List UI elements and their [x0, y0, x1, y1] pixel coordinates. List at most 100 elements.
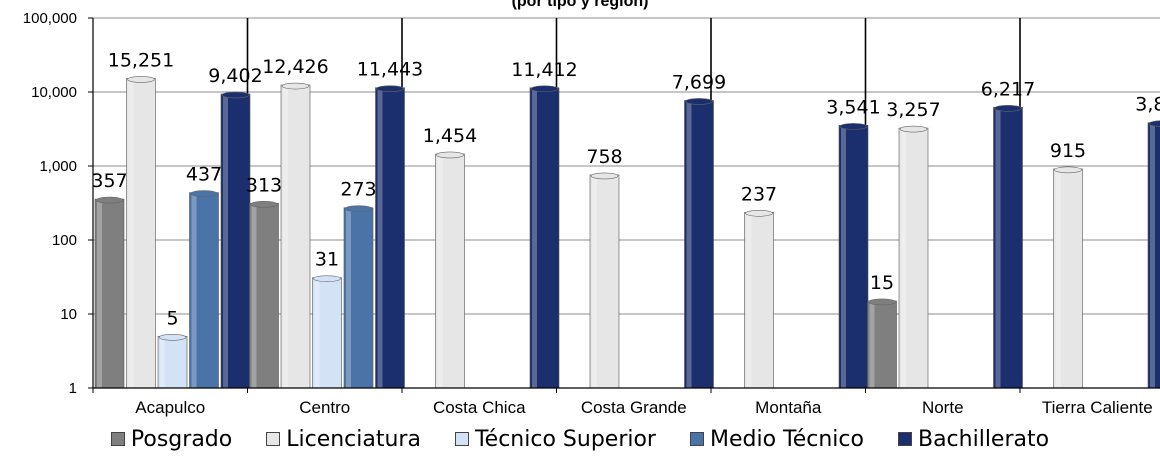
data-label: 6,217: [981, 78, 1035, 100]
x-tick-label: Acapulco: [135, 398, 205, 417]
bar-medio-tecnico: [189, 192, 219, 389]
x-tick-label: Costa Chica: [433, 398, 526, 417]
bar-top: [685, 98, 713, 105]
data-label: 12,426: [262, 56, 328, 78]
data-label: 1,454: [423, 125, 477, 147]
chart-title: (por tipo y región): [511, 0, 649, 10]
legend-swatch: [266, 432, 281, 446]
x-tick-label: Centro: [299, 398, 350, 417]
y-tick-label: 100: [52, 232, 77, 249]
legend-swatch: [689, 432, 704, 446]
bar-highlight: [995, 107, 1001, 388]
x-tick-label: Montaña: [755, 398, 822, 417]
legend-item-licenciatura: Licenciatura: [266, 427, 421, 452]
data-label: 273: [340, 179, 376, 201]
bar-highlight: [532, 87, 537, 389]
y-tick-label: 10: [60, 306, 77, 323]
bar-licenciatura: [126, 78, 156, 389]
bar-highlight: [746, 212, 752, 388]
data-label: 11,412: [511, 59, 577, 81]
bar-posgrado: [94, 198, 125, 389]
bar-top: [839, 123, 868, 130]
legend-item-posgrado: Posgrado: [110, 426, 233, 452]
data-label: 915: [1050, 140, 1086, 162]
bar-top: [250, 201, 278, 208]
bar-medio-tecnico: [343, 207, 374, 389]
bar-bachillerato: [1147, 122, 1160, 389]
legend-item-bachillerato: Bachillerato: [897, 426, 1050, 452]
legend-label: Licenciatura: [286, 426, 421, 452]
bar-bachillerato: [529, 87, 560, 389]
y-tick-label: 1,000: [39, 158, 77, 175]
bar-highlight: [686, 100, 692, 388]
legend-item-medio-tecnico: Medio Técnico: [689, 426, 864, 452]
bar-highlight: [283, 85, 288, 389]
bar-highlight: [1150, 122, 1155, 388]
bar-top: [590, 172, 619, 180]
bar-highlight: [223, 93, 228, 389]
data-label: 5: [166, 307, 178, 329]
bar-licenciatura: [1053, 168, 1083, 389]
bar-top: [1054, 166, 1082, 174]
bar-top: [899, 125, 928, 133]
data-label: 3,541: [826, 96, 880, 118]
legend-label: Bachillerato: [917, 426, 1050, 452]
bar-top: [994, 104, 1022, 112]
data-label: 437: [186, 164, 222, 186]
bar-top: [436, 151, 464, 159]
bar-licenciatura: [744, 211, 774, 389]
data-label: 3,857: [1135, 94, 1160, 116]
bar-top: [313, 275, 341, 282]
bar-top: [190, 190, 218, 197]
y-tick-label: 1: [69, 380, 77, 397]
data-label: 31: [315, 249, 339, 271]
bar-tecnico-superior: [312, 277, 342, 389]
x-tick-label: Costa Grande: [581, 398, 687, 417]
bar-top: [95, 196, 124, 204]
bar-highlight: [901, 128, 906, 388]
bar-highlight: [251, 203, 257, 388]
bar-highlight: [191, 192, 197, 388]
data-label: 357: [91, 170, 127, 192]
bar-top: [127, 76, 155, 83]
bar-highlight: [346, 207, 351, 388]
bar-highlight: [869, 300, 875, 388]
bar-bachillerato: [684, 100, 714, 389]
data-label: 758: [586, 146, 622, 168]
data-label: 7,699: [672, 71, 726, 93]
legend-label: Medio Técnico: [709, 426, 864, 452]
bar-highlight: [128, 78, 134, 389]
bar-posgrado: [249, 203, 279, 389]
bar-highlight: [377, 87, 383, 389]
legend-swatch: [110, 432, 125, 446]
legend-swatch: [454, 432, 469, 446]
bar-licenciatura: [280, 84, 311, 389]
bar-highlight: [314, 277, 320, 388]
data-label: 313: [246, 174, 282, 196]
bar-highlight: [1055, 168, 1061, 388]
bar-top: [376, 85, 404, 92]
legend-label: Posgrado: [130, 426, 233, 452]
bar-highlight: [592, 174, 597, 388]
bar-posgrado: [867, 300, 897, 389]
data-label: 3,257: [886, 99, 940, 121]
bar-highlight: [97, 199, 102, 388]
data-label: 15: [870, 272, 894, 294]
bar-top: [745, 209, 773, 217]
data-label: 9,402: [208, 65, 262, 87]
x-tick-label: Norte: [922, 398, 964, 417]
bar-highlight: [841, 125, 846, 388]
legend: Posgrado Licenciatura Técnico Superior Medi…: [0, 424, 1160, 454]
bar-licenciatura: [435, 153, 465, 389]
x-tick-label: Tierra Caliente: [1042, 398, 1153, 417]
bar-top: [221, 91, 250, 99]
legend-label: Técnico Superior: [474, 426, 656, 452]
legend-swatch: [897, 432, 912, 446]
y-tick-label: 100,000: [23, 10, 77, 27]
chart: 1 10 100 1,000 10,000 100,000 357 15,251 5 437 9,4…: [23, 10, 1160, 417]
legend-item-tecnico-superior: Técnico Superior: [454, 426, 656, 452]
bar-bachillerato: [838, 125, 869, 389]
bar-bachillerato: [993, 106, 1023, 389]
bar-top: [344, 205, 373, 213]
bar-top: [1148, 120, 1160, 127]
